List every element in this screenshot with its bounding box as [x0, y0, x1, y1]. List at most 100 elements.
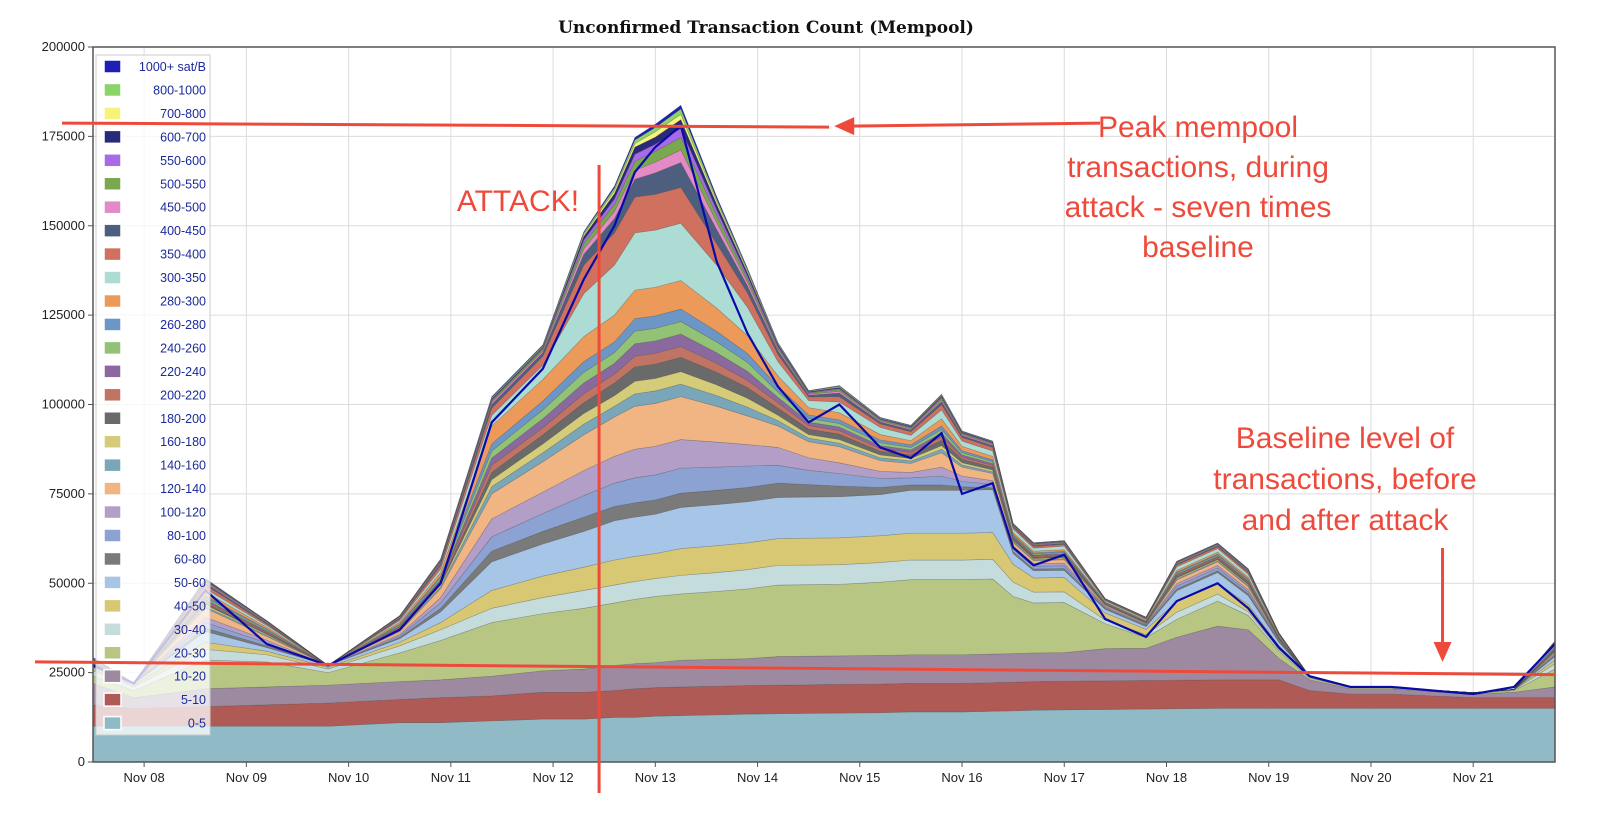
y-tick-label: 75000: [49, 486, 85, 501]
peak-annotation-text: attack - seven times: [1065, 191, 1332, 224]
baseline-annotation-text: transactions, before: [1213, 463, 1476, 496]
legend-swatch: [103, 481, 122, 496]
x-tick-label: Nov 15: [839, 770, 880, 785]
legend-swatch: [103, 622, 122, 637]
legend-swatch: [103, 153, 122, 168]
y-tick-label: 0: [78, 754, 85, 769]
legend-swatch: [103, 692, 122, 707]
legend-swatch: [103, 645, 122, 660]
legend-swatch: [103, 270, 122, 285]
x-tick-label: Nov 11: [431, 770, 471, 785]
legend-swatch: [103, 223, 122, 238]
legend-swatch: [103, 387, 122, 403]
legend-swatch: [103, 668, 122, 684]
y-tick-label: 50000: [49, 575, 85, 590]
legend-label: 280-300: [160, 295, 206, 309]
y-tick-label: 150000: [42, 218, 85, 233]
x-tick-label: Nov 14: [737, 770, 778, 785]
legend-swatch: [103, 106, 122, 121]
y-tick-label: 175000: [42, 128, 85, 143]
legend-label: 400-450: [160, 224, 206, 238]
legend-label: 550-600: [160, 154, 206, 168]
y-tick-label: 125000: [42, 307, 85, 322]
x-tick-label: Nov 08: [124, 770, 165, 785]
legend-label: 300-350: [160, 271, 206, 285]
y-tick-label: 100000: [42, 397, 85, 412]
legend-swatch: [103, 129, 122, 145]
y-tick-label: 25000: [49, 665, 85, 680]
legend-swatch: [103, 340, 122, 356]
legend-swatch: [103, 457, 122, 473]
legend-swatch: [103, 59, 122, 74]
legend-swatch: [103, 199, 122, 215]
annotations: ATTACK! Peak mempool transactions, during a…: [34, 111, 1556, 793]
x-tick-label: Nov 13: [635, 770, 676, 785]
legend-swatch: [103, 82, 122, 98]
legend-swatch: [103, 434, 122, 449]
legend-label: 140-160: [160, 459, 206, 473]
legend-swatch: [103, 317, 122, 332]
legend-swatch: [103, 504, 122, 520]
legend-swatch: [103, 411, 122, 426]
legend-label: 50-60: [174, 576, 206, 590]
legend-swatch: [103, 364, 122, 379]
legend-swatch: [103, 293, 122, 309]
legend-label: 500-550: [160, 177, 206, 191]
legend-label: 260-280: [160, 318, 206, 332]
legend-swatch: [103, 528, 122, 543]
chart-title: Unconfirmed Transaction Count (Mempool): [558, 18, 974, 38]
legend-swatch: [103, 246, 122, 262]
peak-annotation-text: transactions, during: [1067, 151, 1329, 184]
total-line: [92, 123, 1556, 696]
legend-swatch: [103, 598, 122, 614]
legend-label: 30-40: [174, 623, 206, 637]
x-tick-label: Nov 21: [1453, 770, 1494, 785]
legend-label: 80-100: [167, 529, 206, 543]
legend-label: 120-140: [160, 482, 206, 496]
legend-label: 220-240: [160, 365, 206, 379]
x-tick-label: Nov 20: [1350, 770, 1391, 785]
y-axis: 0 25000 50000 75000 100000 125000 150000 175000…: [42, 39, 93, 769]
legend-label: 20-30: [174, 646, 206, 660]
baseline-annotation-text: and after attack: [1242, 504, 1450, 537]
legend-swatch: [103, 176, 122, 191]
legend-label: 40-50: [174, 599, 206, 613]
legend-label: 200-220: [160, 388, 206, 402]
legend-swatch: [103, 715, 122, 731]
x-tick-label: Nov 09: [226, 770, 267, 785]
legend-swatch: [103, 551, 122, 567]
legend-label: 160-180: [160, 435, 206, 449]
x-tick-label: Nov 18: [1146, 770, 1187, 785]
x-tick-label: Nov 16: [941, 770, 982, 785]
y-tick-label: 200000: [42, 39, 85, 54]
baseline-arrow-head: [1433, 642, 1452, 662]
legend-label: 10-20: [174, 670, 206, 684]
peak-annotation-text: baseline: [1142, 231, 1254, 264]
legend-label: 600-700: [160, 130, 206, 144]
peak-line: [61, 121, 830, 129]
legend-label: 100-120: [160, 506, 206, 520]
baseline-line: [34, 660, 1556, 677]
x-tick-label: Nov 19: [1248, 770, 1289, 785]
peak-annotation-text: Peak mempool: [1098, 111, 1298, 144]
legend-label: 450-500: [160, 201, 206, 215]
legend-label: 240-260: [160, 341, 206, 355]
legend-label: 5-10: [181, 693, 206, 707]
peak-arrow-head: [834, 117, 855, 136]
peak-arrow-shaft: [848, 121, 1101, 128]
attack-label: ATTACK!: [457, 185, 579, 218]
legend-label: 700-800: [160, 107, 206, 121]
x-tick-label: Nov 10: [328, 770, 369, 785]
x-tick-label: Nov 17: [1044, 770, 1085, 785]
legend-label: 0-5: [188, 717, 206, 731]
legend-label: 350-400: [160, 248, 206, 262]
legend: 1000+ sat/B 800-1000 700-800 600-700 550-600…: [95, 54, 211, 736]
baseline-annotation-text: Baseline level of: [1236, 422, 1455, 455]
x-axis: Nov 08 Nov 09 Nov 10 Nov 11 Nov 12 Nov 13 Nov …: [124, 762, 1494, 785]
legend-label: 180-200: [160, 412, 206, 426]
legend-label: 800-1000: [153, 83, 206, 97]
legend-label: 60-80: [174, 552, 206, 566]
x-tick-label: Nov 12: [532, 770, 573, 785]
legend-label: 1000+ sat/B: [139, 60, 206, 74]
